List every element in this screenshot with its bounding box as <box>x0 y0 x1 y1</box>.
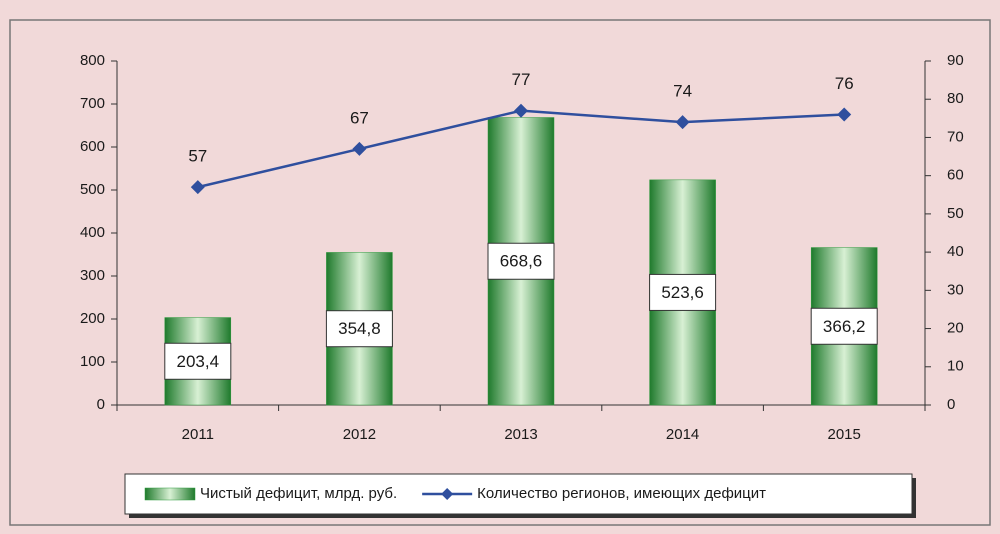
y-tick-label: 100 <box>80 353 105 370</box>
y2-tick-label: 60 <box>947 167 964 184</box>
y-tick-label: 800 <box>80 52 105 69</box>
data-label: 354,8 <box>338 319 381 338</box>
legend <box>124 473 913 515</box>
data-label: 67 <box>350 108 369 127</box>
x-tick-label: 2011 <box>182 426 214 443</box>
marker <box>675 115 690 130</box>
y2-tick-label: 20 <box>947 320 964 337</box>
data-label-box <box>649 273 717 311</box>
x-tick-label: 2014 <box>666 426 699 443</box>
marker <box>190 180 205 195</box>
y2-tick-label: 70 <box>947 128 964 145</box>
y2-tick-label: 30 <box>947 281 964 298</box>
x-tick-label: 2015 <box>828 426 861 443</box>
y2-tick-label: 0 <box>947 396 955 413</box>
data-label: 203,4 <box>177 352 220 371</box>
y2-tick-label: 10 <box>947 358 964 375</box>
y-tick-label: 200 <box>80 310 105 327</box>
data-label: 668,6 <box>500 252 543 271</box>
data-label: 77 <box>512 70 531 89</box>
data-label: 57 <box>188 147 207 166</box>
legend-label: Чистый дефицит, млрд. руб. <box>200 485 397 502</box>
marker <box>514 103 528 118</box>
y2-tick-label: 80 <box>947 90 964 107</box>
y-tick-label: 300 <box>80 267 105 284</box>
data-label-box <box>164 342 232 380</box>
data-label-box <box>810 307 878 345</box>
data-label: 523,6 <box>661 283 704 302</box>
x-tick-label: 2012 <box>343 426 376 443</box>
data-label: 366,2 <box>823 317 866 336</box>
data-label-box <box>325 310 393 348</box>
data-label-box <box>487 242 555 280</box>
y-tick-label: 700 <box>80 95 105 112</box>
legend-swatch <box>144 487 196 501</box>
legend-marker <box>441 488 454 500</box>
marker <box>837 107 852 122</box>
y2-tick-label: 50 <box>947 205 964 222</box>
data-label: 74 <box>673 82 692 101</box>
data-label: 76 <box>835 74 854 93</box>
y-tick-label: 500 <box>80 181 105 198</box>
y2-tick-label: 40 <box>947 243 964 260</box>
y2-tick-label: 90 <box>947 52 964 69</box>
x-tick-label: 2013 <box>504 426 537 443</box>
marker <box>352 141 367 156</box>
legend-label: Количество регионов, имеющих дефицит <box>477 485 766 502</box>
y-tick-label: 0 <box>97 396 105 413</box>
y-tick-label: 400 <box>80 224 105 241</box>
y-tick-label: 600 <box>80 138 105 155</box>
